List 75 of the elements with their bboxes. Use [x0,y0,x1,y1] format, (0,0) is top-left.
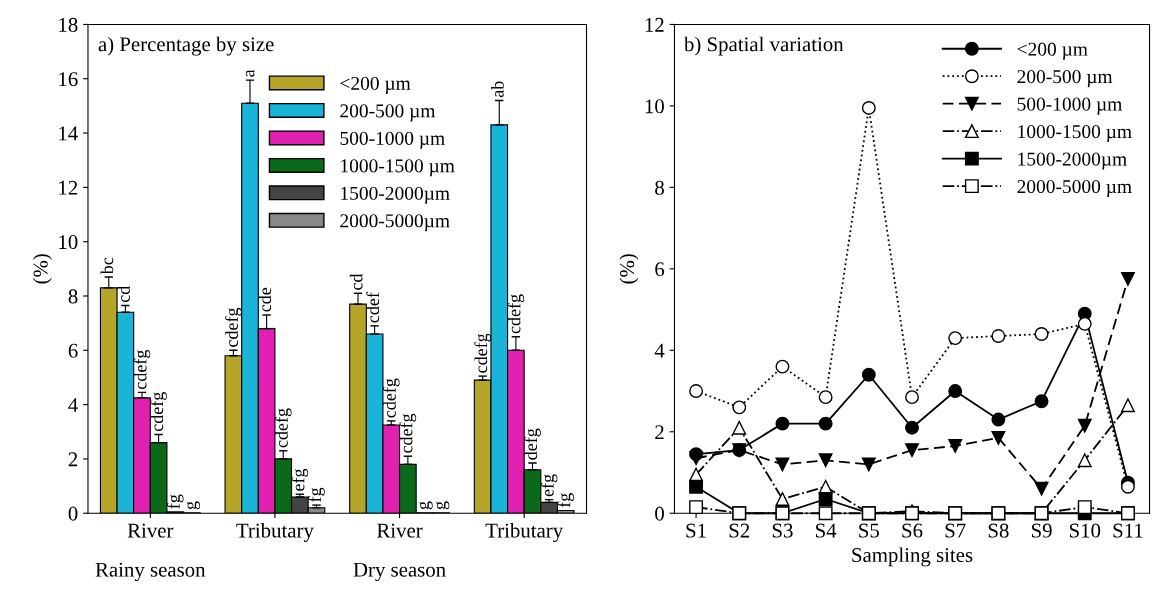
data-label: cdefg [382,378,400,418]
data-label: cdef [366,292,380,323]
data-label: a [245,69,255,77]
text: b) Spatial variation [683,36,844,56]
data-label: cde [258,287,272,312]
y-tick-label: 4 [654,343,665,358]
y-tick-label: 2 [68,452,78,467]
data-label: defg [524,428,541,460]
text: Rainy season [95,562,206,582]
text: a) Percentage by size [98,36,274,56]
y-tick-label: 0 [68,506,78,521]
y-tick-label: 12 [645,17,664,32]
y-tick-label: 4 [68,398,78,412]
y-tick-label: 18 [59,17,78,32]
x-tick-label: S8 [988,523,1009,538]
legend-label: 500-1000 µm [1017,97,1123,115]
y-tick-label: 2 [655,425,664,439]
legend-label: 2000-5000µm [340,214,450,232]
y-tick-label: 10 [59,235,78,250]
data-label: fg [166,494,184,509]
legend-label: <200 µm [340,76,411,94]
y-tick-label: 8 [68,289,78,304]
data-label: g [436,501,450,510]
y-axis-title: (%) [32,254,52,284]
x-tick-label: S11 [1113,523,1143,538]
data-label: cdefg [133,349,151,389]
x-tick-label: S6 [902,523,923,538]
x-tick-label: S7 [945,523,966,538]
legend-label: 1000-1500 µm [1018,125,1132,143]
legend-label: 200-500 µm [340,104,436,122]
data-label: g [186,501,201,510]
data-label: efg [540,474,558,497]
data-label: ab [491,81,504,98]
y-tick-label: 10 [645,99,664,114]
legend-label: 500-1000 µm [340,131,445,149]
x-tick-label: River [127,523,174,538]
data-label: cd [349,273,363,290]
legend-label: 1500-2000µm [1018,152,1127,170]
y-tick-label: 6 [68,343,78,358]
x-tick-label: S9 [1031,523,1052,538]
x-tick-label: S10 [1069,523,1101,538]
y-tick-label: 6 [655,262,665,277]
data-label: bc [100,257,114,275]
x-tick-label: S2 [729,523,750,538]
x-tick-label: River [377,523,423,538]
x-axis-title: Sampling sites [852,547,973,567]
legend-label: 200-500 µm [1017,70,1113,88]
data-label: efg [291,468,309,491]
data-label: cd [117,285,130,303]
legend-label: 1000-1500 µm [341,159,455,177]
x-tick-label: S3 [772,523,793,538]
y-tick-label: 0 [655,506,664,521]
data-label: g [419,501,433,510]
y-tick-label: 12 [59,180,78,195]
text: Dry season [353,562,446,582]
data-label: cdefg [474,333,491,373]
data-label: cdefg [150,392,167,432]
x-tick-label: Tributary [485,522,564,542]
y-tick-label: 16 [59,72,78,87]
data-label: cdefg [399,413,417,453]
x-tick-label: S5 [859,523,880,538]
y-tick-label: 14 [59,126,78,141]
data-label: cdefg [274,408,292,448]
data-label: cdefg [225,307,242,347]
x-tick-label: S1 [686,523,706,538]
data-label: cdefg [507,294,525,334]
legend-label: 2000-5000 µm [1017,179,1132,198]
y-tick-label: 8 [655,180,664,195]
data-label: fg [308,487,325,502]
y-axis-title: (%) [619,254,639,284]
x-tick-label: Tributary [236,522,314,542]
legend-label: <200 µm [1017,42,1088,60]
legend-label: 1500-2000µm [341,186,450,204]
data-label: fg [557,493,575,508]
x-tick-label: S4 [816,523,837,538]
